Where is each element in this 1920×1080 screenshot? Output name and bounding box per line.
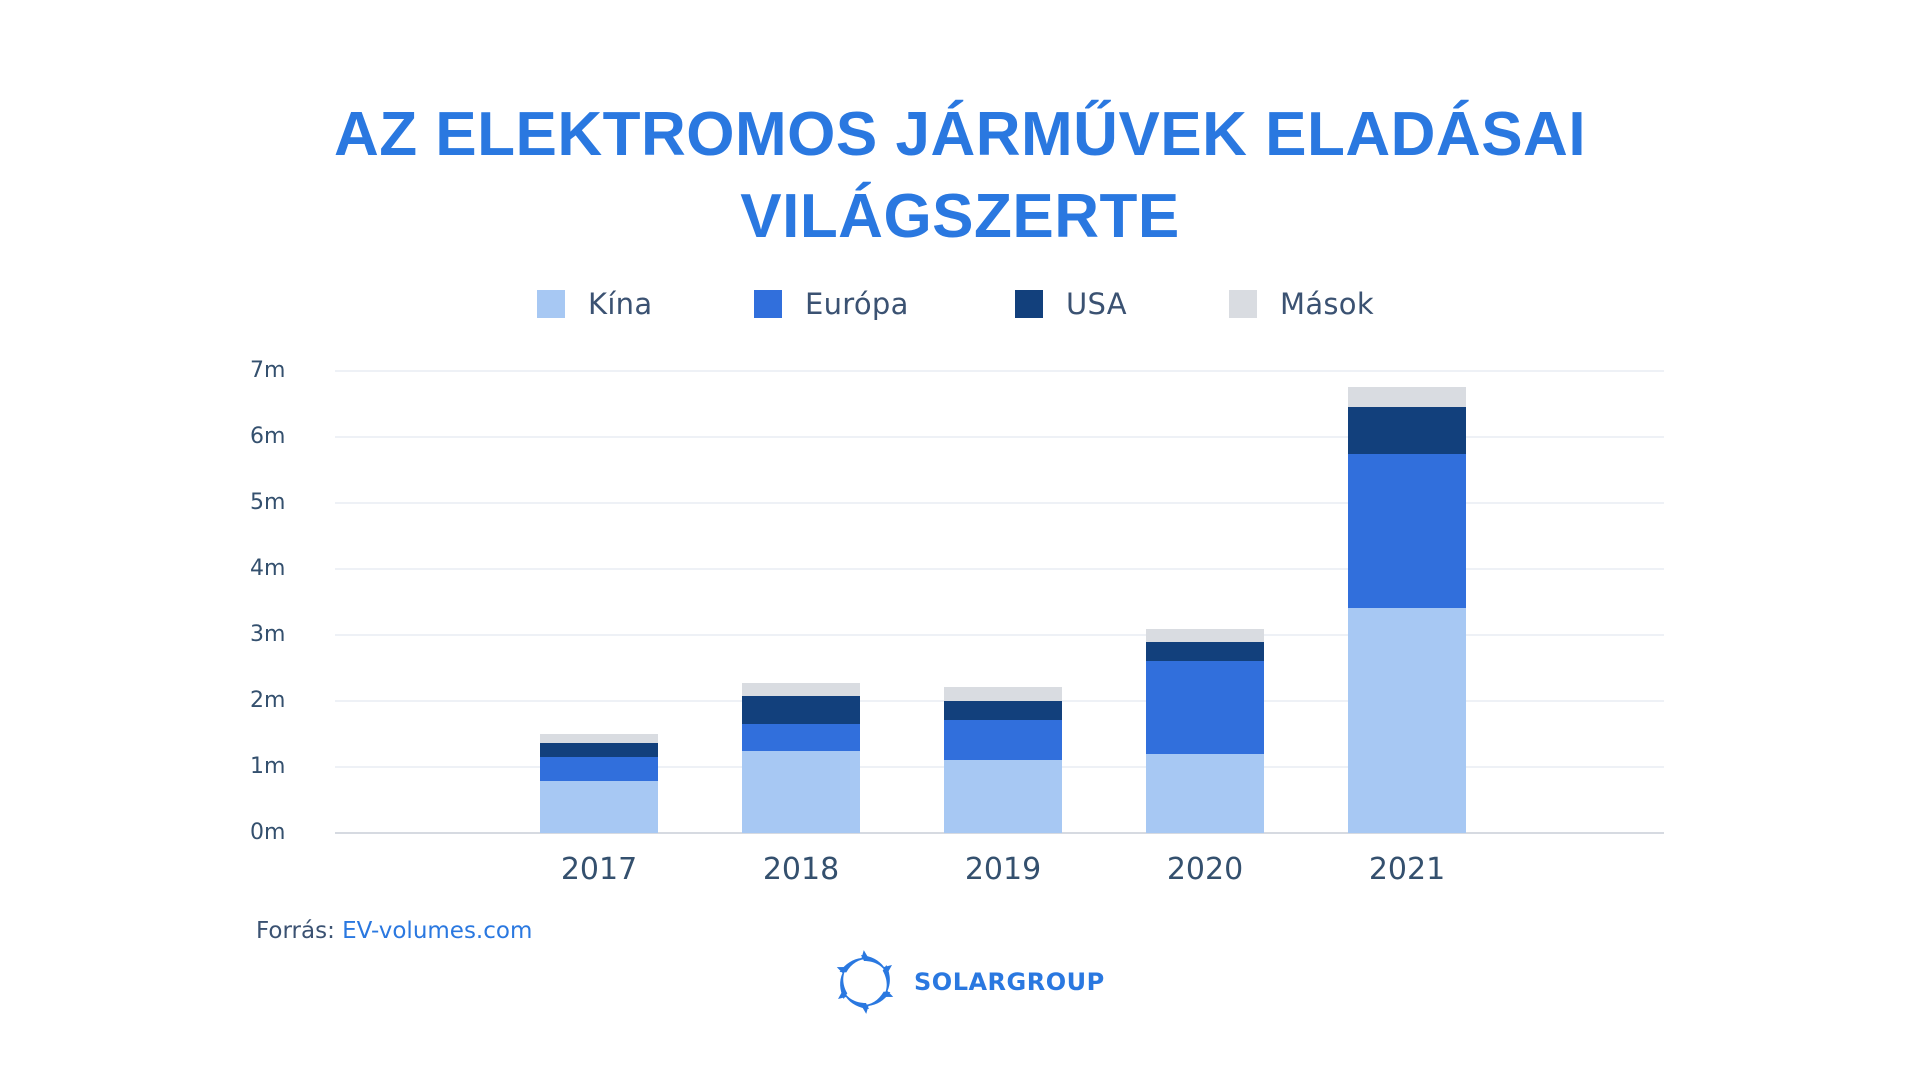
legend-label-europa: Európa bbox=[805, 287, 909, 321]
legend-swatch-europa bbox=[754, 290, 782, 318]
bar-segment-kína bbox=[944, 760, 1062, 833]
source-note: Forrás: EV-volumes.com bbox=[256, 918, 532, 944]
y-tick-7m: 7m bbox=[250, 358, 286, 383]
bar-2018 bbox=[742, 683, 860, 833]
chart-title-line-2: VILÁGSZERTE bbox=[740, 182, 1180, 251]
bar-segment-mások bbox=[742, 683, 860, 696]
bar-segment-usa bbox=[1348, 407, 1466, 454]
bar-segment-mások bbox=[1348, 387, 1466, 407]
bar-segment-kína bbox=[1146, 754, 1264, 833]
source-label: Forrás: bbox=[256, 918, 335, 944]
bar-segment-kína bbox=[1348, 608, 1466, 833]
y-tick-3m: 3m bbox=[250, 622, 286, 647]
y-tick-2m: 2m bbox=[250, 688, 286, 713]
bar-segment-usa bbox=[944, 701, 1062, 720]
bar-2021 bbox=[1348, 387, 1466, 833]
bar-segment-kína bbox=[742, 751, 860, 833]
solargroup-logo-icon bbox=[832, 949, 898, 1015]
y-tick-4m: 4m bbox=[250, 556, 286, 581]
bar-2019 bbox=[944, 687, 1062, 833]
bar-segment-európa bbox=[540, 757, 658, 781]
y-tick-6m: 6m bbox=[250, 424, 286, 449]
gridline-3m bbox=[335, 634, 1664, 636]
x-tick-2019: 2019 bbox=[964, 852, 1042, 887]
legend-swatch-kina bbox=[537, 290, 565, 318]
bar-2020 bbox=[1146, 629, 1264, 833]
x-axis-line bbox=[335, 832, 1664, 834]
bar-segment-mások bbox=[944, 687, 1062, 701]
brand: SOLARGROUP bbox=[832, 949, 1105, 1015]
gridline-6m bbox=[335, 436, 1664, 438]
y-tick-5m: 5m bbox=[250, 490, 286, 515]
gridline-4m bbox=[335, 568, 1664, 570]
legend: Kína Európa USA Mások bbox=[0, 286, 1920, 322]
bar-segment-usa bbox=[540, 743, 658, 757]
x-tick-2021: 2021 bbox=[1368, 852, 1446, 887]
x-tick-2018: 2018 bbox=[762, 852, 840, 887]
bar-segment-kína bbox=[540, 781, 658, 833]
gridline-7m bbox=[335, 370, 1664, 372]
legend-item-masok: Mások bbox=[1229, 286, 1374, 322]
gridline-5m bbox=[335, 502, 1664, 504]
y-tick-1m: 1m bbox=[250, 754, 286, 779]
bar-segment-mások bbox=[1146, 629, 1264, 642]
legend-item-europa: Európa bbox=[754, 286, 909, 322]
source-link[interactable]: EV-volumes.com bbox=[342, 918, 533, 944]
chart-title: AZ ELEKTROMOS JÁRMŰVEK ELADÁSAI VILÁGSZE… bbox=[0, 94, 1920, 258]
bar-2017 bbox=[540, 734, 658, 833]
bar-segment-usa bbox=[742, 696, 860, 724]
legend-swatch-masok bbox=[1229, 290, 1257, 318]
y-tick-0m: 0m bbox=[250, 820, 286, 845]
legend-swatch-usa bbox=[1015, 290, 1043, 318]
legend-label-masok: Mások bbox=[1280, 287, 1374, 321]
chart-title-line-1: AZ ELEKTROMOS JÁRMŰVEK ELADÁSAI bbox=[333, 100, 1587, 169]
legend-label-usa: USA bbox=[1066, 287, 1127, 321]
x-tick-2017: 2017 bbox=[560, 852, 638, 887]
bar-segment-európa bbox=[1146, 661, 1264, 754]
legend-item-usa: USA bbox=[1015, 286, 1127, 322]
x-tick-2020: 2020 bbox=[1166, 852, 1244, 887]
bar-segment-usa bbox=[1146, 642, 1264, 661]
legend-item-kina: Kína bbox=[537, 286, 652, 322]
bar-segment-európa bbox=[944, 720, 1062, 760]
bar-segment-mások bbox=[540, 734, 658, 743]
bar-segment-európa bbox=[742, 724, 860, 751]
brand-name: SOLARGROUP bbox=[914, 968, 1105, 996]
legend-label-kina: Kína bbox=[588, 287, 653, 321]
bar-segment-európa bbox=[1348, 454, 1466, 608]
